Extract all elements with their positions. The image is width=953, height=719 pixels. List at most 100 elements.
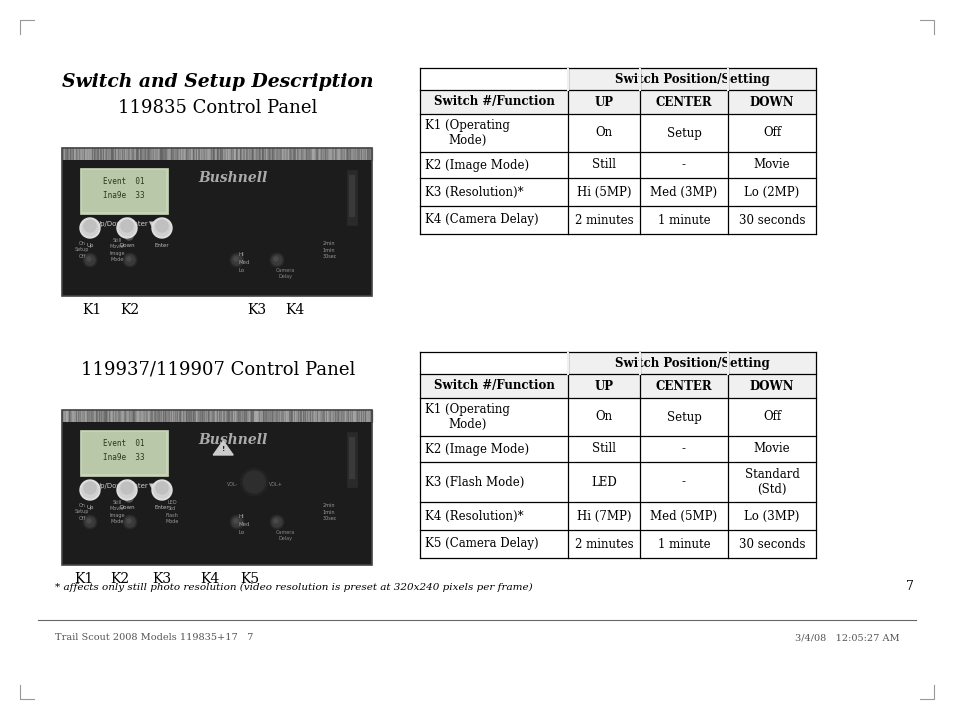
- Bar: [310, 148, 311, 160]
- Bar: [103, 410, 104, 422]
- Bar: [363, 410, 364, 422]
- Bar: [127, 410, 128, 422]
- Bar: [355, 410, 356, 422]
- Bar: [240, 148, 241, 160]
- Bar: [189, 148, 190, 160]
- Bar: [95, 410, 96, 422]
- Bar: [341, 410, 343, 422]
- Text: Up: Up: [86, 243, 93, 248]
- Bar: [67, 148, 68, 160]
- Bar: [232, 148, 233, 160]
- Bar: [345, 410, 346, 422]
- Bar: [190, 148, 191, 160]
- Text: 2min
1min
30sec: 2min 1min 30sec: [322, 503, 336, 521]
- Bar: [349, 148, 350, 160]
- Bar: [239, 148, 240, 160]
- Bar: [339, 148, 340, 160]
- Text: Camera
Delay: Camera Delay: [275, 530, 294, 541]
- Bar: [178, 148, 179, 160]
- Bar: [200, 410, 201, 422]
- Bar: [233, 148, 234, 160]
- Bar: [83, 148, 84, 160]
- Bar: [357, 148, 358, 160]
- Bar: [263, 148, 264, 160]
- Bar: [347, 432, 356, 487]
- Bar: [96, 148, 97, 160]
- Bar: [359, 410, 360, 422]
- Text: Bushnell: Bushnell: [197, 433, 267, 447]
- Bar: [245, 148, 246, 160]
- Bar: [137, 148, 138, 160]
- Bar: [101, 148, 102, 160]
- Bar: [96, 410, 97, 422]
- Bar: [236, 148, 237, 160]
- Bar: [368, 410, 369, 422]
- Bar: [91, 410, 92, 422]
- Bar: [370, 410, 371, 422]
- Bar: [301, 148, 302, 160]
- Text: Switch Position/Setting: Switch Position/Setting: [614, 73, 768, 86]
- Bar: [80, 148, 81, 160]
- Bar: [80, 168, 168, 214]
- Bar: [140, 148, 141, 160]
- Bar: [86, 148, 87, 160]
- Bar: [91, 148, 92, 160]
- Bar: [159, 410, 160, 422]
- Bar: [305, 410, 306, 422]
- Bar: [207, 410, 208, 422]
- Bar: [161, 410, 162, 422]
- Bar: [214, 148, 215, 160]
- Bar: [338, 148, 339, 160]
- Bar: [312, 410, 313, 422]
- Bar: [77, 148, 78, 160]
- Bar: [168, 148, 169, 160]
- Bar: [115, 148, 116, 160]
- Bar: [173, 148, 174, 160]
- Circle shape: [123, 253, 137, 267]
- Bar: [130, 410, 131, 422]
- Bar: [182, 148, 183, 160]
- Bar: [117, 148, 118, 160]
- Bar: [153, 148, 154, 160]
- Bar: [315, 148, 316, 160]
- Bar: [174, 410, 175, 422]
- Bar: [138, 410, 139, 422]
- Text: Off: Off: [762, 411, 781, 423]
- Text: K3 (Flash Mode): K3 (Flash Mode): [424, 475, 524, 488]
- Bar: [109, 410, 110, 422]
- Bar: [252, 410, 253, 422]
- Bar: [174, 148, 175, 160]
- Bar: [100, 148, 101, 160]
- Text: K4: K4: [200, 572, 219, 586]
- Bar: [98, 410, 99, 422]
- Bar: [169, 410, 170, 422]
- Bar: [199, 148, 200, 160]
- Bar: [255, 148, 256, 160]
- Bar: [184, 148, 185, 160]
- Bar: [65, 410, 66, 422]
- Bar: [340, 148, 341, 160]
- Bar: [202, 148, 203, 160]
- Bar: [116, 148, 117, 160]
- Bar: [260, 148, 261, 160]
- Bar: [191, 410, 192, 422]
- Text: VOL+: VOL+: [269, 482, 283, 487]
- Circle shape: [119, 482, 135, 498]
- Bar: [250, 410, 251, 422]
- Bar: [112, 410, 113, 422]
- Bar: [71, 148, 73, 160]
- Bar: [232, 410, 233, 422]
- Text: K1: K1: [74, 572, 93, 586]
- Bar: [368, 148, 369, 160]
- Bar: [201, 148, 202, 160]
- Bar: [353, 148, 354, 160]
- Bar: [185, 148, 186, 160]
- Bar: [351, 148, 352, 160]
- Bar: [305, 148, 306, 160]
- Bar: [351, 410, 352, 422]
- Bar: [322, 148, 323, 160]
- Text: Camera
Delay: Camera Delay: [275, 268, 294, 279]
- Bar: [264, 410, 265, 422]
- Bar: [267, 148, 268, 160]
- Bar: [316, 148, 317, 160]
